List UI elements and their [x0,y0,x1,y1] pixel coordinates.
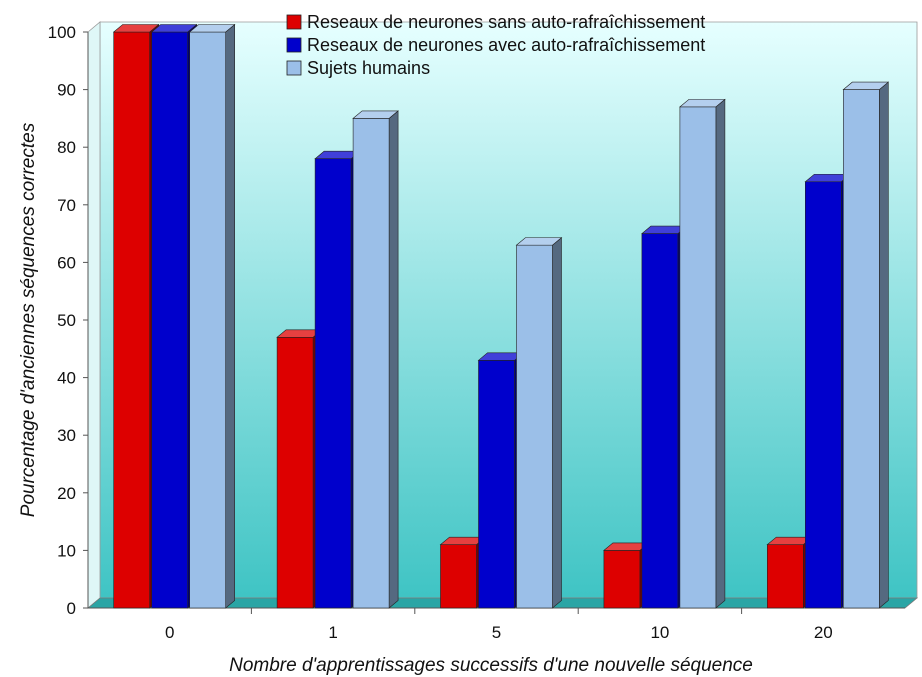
bar [515,236,563,609]
bar-front [151,31,188,609]
bars [112,23,890,609]
legend-swatch [286,60,302,76]
y-tick-label: 20 [57,484,76,503]
bar-front [352,118,390,609]
bar-front [641,233,679,609]
axes: 0 10 20 30 40 50 60 70 80 90 100 0 1 5 10 20 [48,23,905,642]
y-tick-label: 40 [57,369,76,388]
bar-top [352,110,399,119]
bar-front [189,31,226,609]
legend-label: Reseaux de neurones avec auto-rafraîchis… [307,35,705,55]
bar-front [113,31,150,609]
bar-front [516,244,553,609]
y-tick-label: 60 [57,253,76,272]
bar-top [188,24,236,33]
y-tick-label: 10 [57,541,76,560]
bar-side [715,98,726,609]
bar-front [804,181,842,609]
y-tick-label: 80 [57,138,76,157]
bar-top [679,99,726,108]
x-tick-label: 1 [328,623,337,642]
bar-front [314,158,352,609]
bar-top [842,81,890,90]
bar-top [515,237,563,246]
bar-front [679,106,717,609]
bar [679,98,726,609]
bar-top [112,24,160,33]
x-tick-label: 0 [165,623,174,642]
bar [188,23,236,609]
x-tick-label: 10 [650,623,669,642]
legend: Reseaux de neurones sans auto-rafraîchis… [286,12,705,78]
bar-side [878,81,889,609]
x-tick-label: 5 [492,623,501,642]
bar-top [150,24,198,33]
bar-front [478,360,515,609]
legend-swatch [286,37,302,53]
bar-side [552,236,562,609]
y-tick-label: 70 [57,196,76,215]
bar-front [603,550,641,609]
bar-front [766,544,804,609]
y-tick-label: 50 [57,311,76,330]
y-tick-label: 0 [67,599,76,618]
legend-label: Reseaux de neurones sans auto-rafraîchis… [307,12,705,32]
y-axis-title: Pourcentage d'anciennes séquences correc… [18,122,39,517]
y-tick-label: 90 [57,81,76,100]
legend-label: Sujets humains [307,58,430,78]
bar-front [842,89,880,609]
bar-front [440,544,477,609]
x-tick-label: 20 [814,623,833,642]
legend-swatch [286,14,302,30]
bar-side [388,110,399,609]
y-tick-label: 100 [48,23,76,42]
bar [352,110,399,609]
bar-side [225,23,235,609]
bar-front [276,336,314,609]
x-axis-title: Nombre d'apprentissages successifs d'une… [229,655,753,676]
y-tick-label: 30 [57,426,76,445]
bar [842,81,890,609]
side-wall [87,21,101,609]
